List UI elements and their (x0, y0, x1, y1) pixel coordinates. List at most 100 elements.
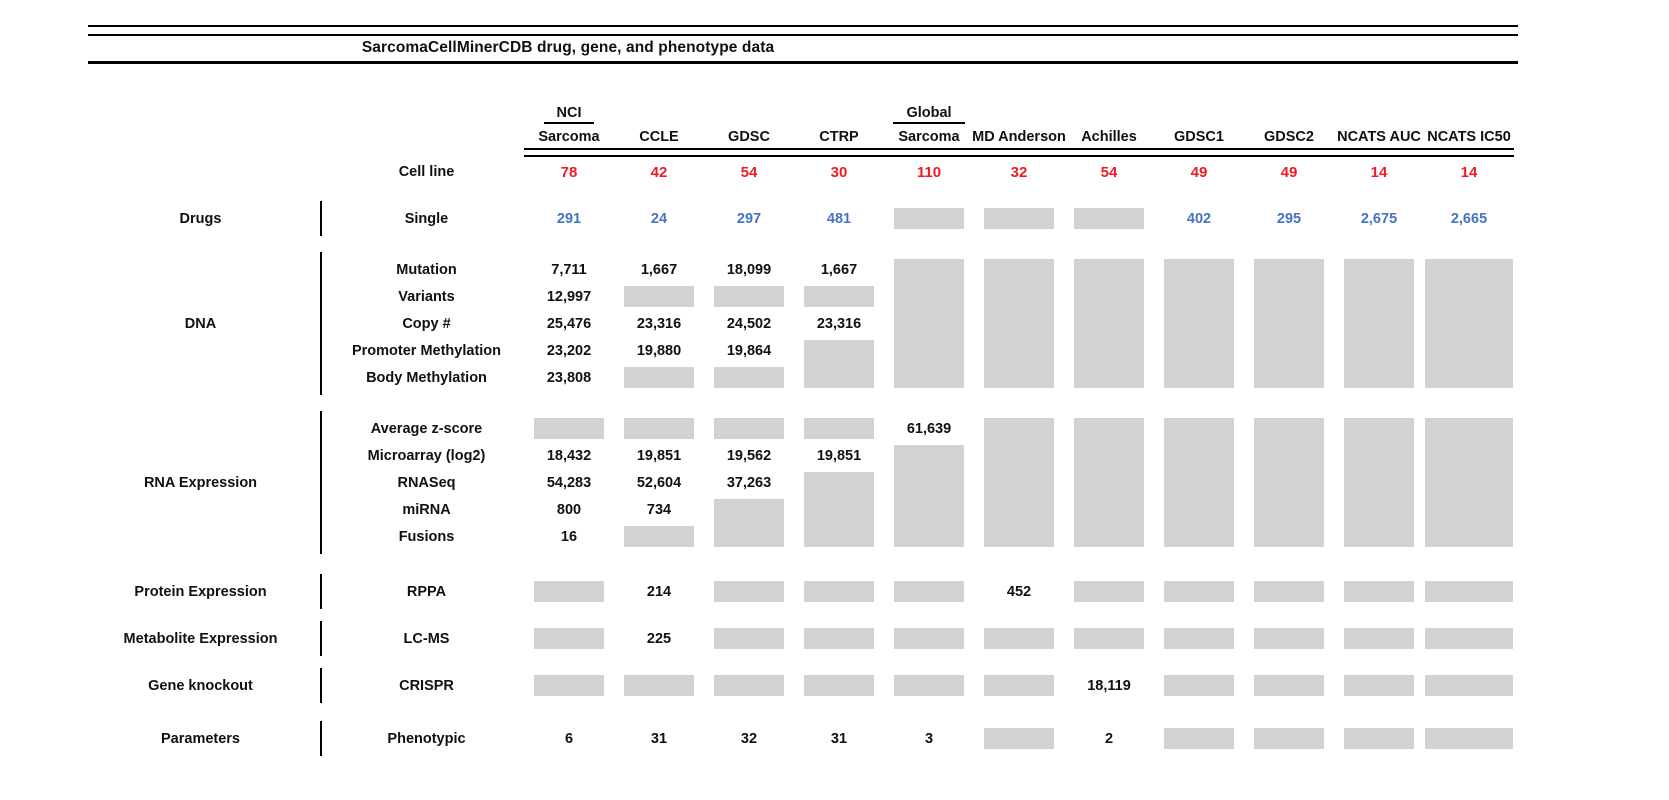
no-data-box (714, 675, 784, 696)
column-header: Sarcoma (898, 129, 960, 145)
data-cell: 19,851 (636, 447, 682, 464)
no-data-cell (1154, 672, 1244, 699)
no-data-cell (704, 415, 794, 442)
no-data-cell (704, 496, 794, 550)
no-data-cell (1154, 256, 1244, 391)
category-separator (313, 721, 329, 756)
column-header: GDSC1 (1174, 129, 1224, 145)
cell-line-count: 30 (830, 163, 848, 181)
data-cell: 24 (650, 210, 668, 227)
row-label: Microarray (log2) (367, 447, 486, 464)
category-label: Protein Expression (134, 583, 267, 600)
no-data-cell (974, 672, 1064, 699)
no-data-cell (794, 469, 884, 550)
no-data-cell (884, 625, 974, 652)
no-data-box (1254, 675, 1324, 696)
no-data-cell (524, 578, 614, 605)
category-label: DNA (184, 315, 217, 332)
no-data-box (1425, 628, 1513, 649)
category-label: RNA Expression (143, 474, 258, 491)
no-data-box (534, 581, 604, 602)
no-data-cell (614, 364, 704, 391)
no-data-cell (974, 205, 1064, 232)
category-separator (313, 621, 329, 656)
no-data-box (714, 581, 784, 602)
no-data-box (1074, 581, 1144, 602)
row-label: Variants (398, 288, 455, 305)
no-data-box (714, 286, 784, 307)
no-data-cell (1064, 578, 1154, 605)
no-data-box (984, 418, 1054, 547)
no-data-cell (1154, 578, 1244, 605)
cell-line-count: 49 (1190, 163, 1208, 181)
data-cell: 31 (830, 730, 848, 747)
cell-line-count: 54 (740, 163, 758, 181)
no-data-cell (1334, 672, 1424, 699)
column-header: Sarcoma (538, 129, 600, 145)
cell-line-count: 49 (1280, 163, 1298, 181)
no-data-box (984, 259, 1054, 388)
no-data-box (1344, 418, 1414, 547)
cell-line-count: 32 (1010, 163, 1028, 181)
row-label: Promoter Methylation (351, 342, 502, 359)
cell-line-count: 14 (1370, 163, 1388, 181)
no-data-box (1425, 675, 1513, 696)
column-header-top: Global (893, 105, 965, 124)
no-data-box (804, 675, 874, 696)
no-data-cell (1334, 256, 1424, 391)
no-data-cell (614, 523, 704, 550)
cell-line-count: 78 (560, 163, 578, 181)
category-label: Drugs (179, 210, 222, 227)
no-data-box (804, 628, 874, 649)
no-data-cell (524, 672, 614, 699)
data-cell: 7,711 (551, 261, 587, 278)
no-data-cell (1154, 415, 1244, 550)
separator-bar (320, 574, 322, 609)
data-cell: 800 (556, 501, 582, 518)
data-cell: 52,604 (636, 474, 682, 491)
no-data-cell (974, 725, 1064, 752)
column-header: MD Anderson (972, 129, 1066, 145)
category-separator (313, 411, 329, 554)
no-data-cell (1424, 672, 1514, 699)
no-data-cell (794, 672, 884, 699)
no-data-cell (704, 672, 794, 699)
data-cell: 1,667 (640, 261, 678, 278)
no-data-box (1254, 628, 1324, 649)
cell-line-count: 54 (1100, 163, 1118, 181)
row-label: miRNA (402, 501, 451, 518)
data-cell: 23,316 (816, 315, 862, 332)
row-label: Fusions (398, 528, 455, 545)
separator-bar (320, 201, 322, 236)
no-data-box (624, 367, 694, 388)
data-cell: 23,202 (546, 342, 592, 359)
no-data-box (1074, 259, 1144, 388)
category-label: Metabolite Expression (123, 630, 278, 647)
no-data-cell (1334, 578, 1424, 605)
no-data-cell (1424, 415, 1514, 550)
no-data-cell (1424, 725, 1514, 752)
column-header: NCATS AUC (1337, 129, 1421, 145)
no-data-box (984, 628, 1054, 649)
data-cell: 295 (1276, 210, 1302, 227)
no-data-box (714, 499, 784, 547)
data-cell: 61,639 (906, 420, 952, 437)
no-data-cell (704, 625, 794, 652)
row-label: LC-MS (403, 630, 450, 647)
no-data-box (1074, 418, 1144, 547)
no-data-cell (794, 337, 884, 391)
no-data-cell (794, 625, 884, 652)
separator-bar (320, 252, 322, 395)
data-cell: 18,432 (546, 447, 592, 464)
category-separator (313, 574, 329, 609)
data-cell: 214 (646, 583, 672, 600)
data-cell: 225 (646, 630, 672, 647)
data-cell: 24,502 (726, 315, 772, 332)
no-data-cell (884, 578, 974, 605)
no-data-box (984, 208, 1054, 229)
no-data-cell (1064, 256, 1154, 391)
separator-bar (320, 621, 322, 656)
figure-title: SarcomaCellMinerCDB drug, gene, and phen… (361, 39, 775, 56)
data-cell: 6 (564, 730, 574, 747)
